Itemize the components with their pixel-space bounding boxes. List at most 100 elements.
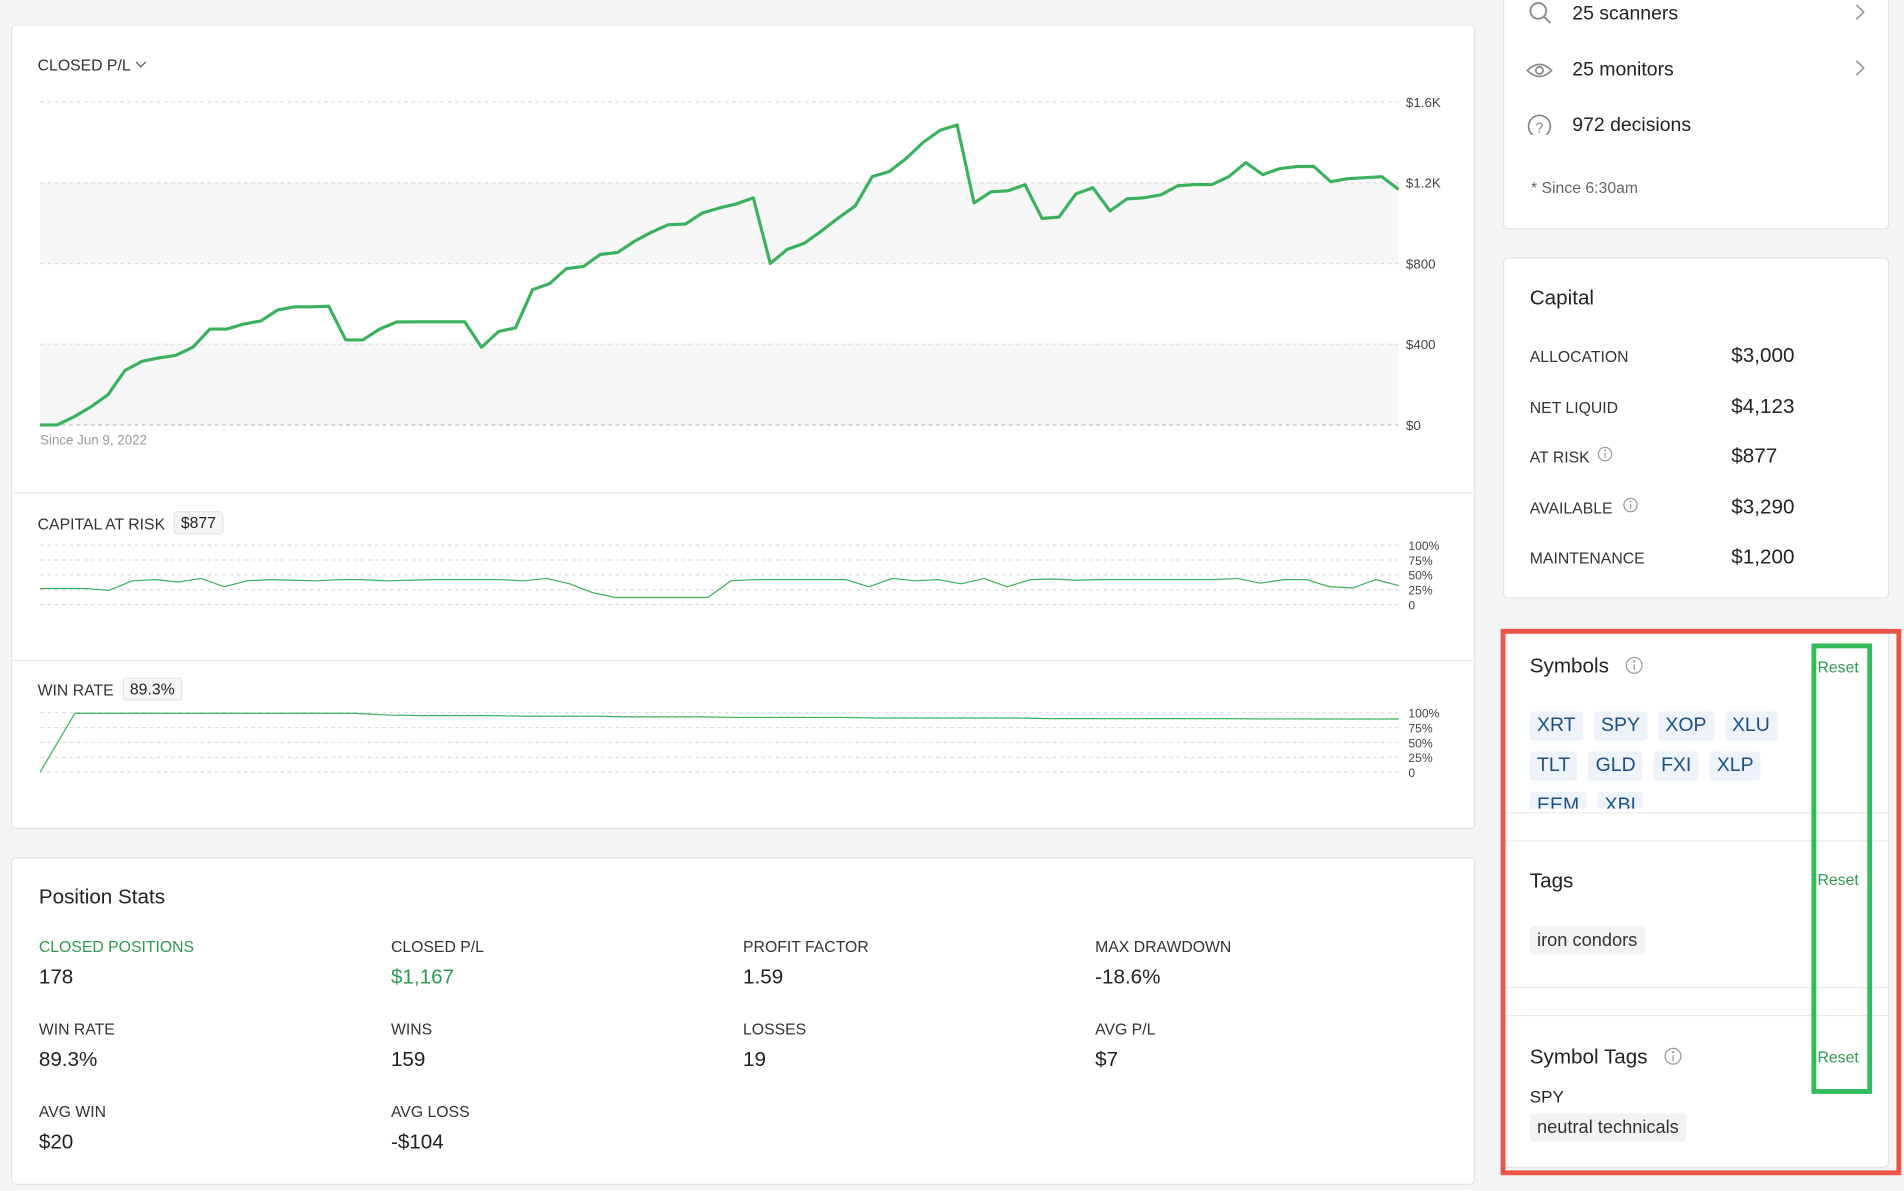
y-tick-label: 25%	[1408, 751, 1432, 765]
section-title: Symbols	[1529, 654, 1609, 678]
annotation: Since Jun 9, 2022	[40, 433, 148, 449]
y-tick-label: 25%	[1408, 584, 1432, 598]
stat-value: 89.3%	[38, 1047, 98, 1071]
y-tick-label: $1.6K	[1406, 95, 1441, 110]
reset-link[interactable]: Reset	[1817, 658, 1859, 677]
capital-card: Capital ALLOCATION $3,000 NET LIQUID $4,123…	[1503, 257, 1890, 599]
plot-band	[40, 344, 1399, 425]
capital-value: $4,123	[1731, 393, 1795, 418]
stat-label: PROFIT FACTOR	[743, 937, 869, 956]
symbol-chip[interactable]: XLP	[1709, 751, 1761, 781]
y-tick-label: 0	[1408, 766, 1415, 780]
symbol-chip[interactable]: XBI	[1597, 791, 1644, 809]
symbol-chip[interactable]: XOP	[1658, 711, 1714, 741]
capital-value: $1,200	[1731, 545, 1795, 569]
stat-value: 178	[38, 965, 74, 989]
divider	[1504, 812, 1888, 814]
list-item[interactable]: 25 scanners	[1572, 3, 1679, 25]
y-tick-label: 50%	[1408, 569, 1432, 583]
capital-value: $3,000	[1731, 343, 1795, 367]
y-tick-label: $800	[1406, 256, 1436, 271]
dropdown-icon[interactable]	[135, 61, 147, 68]
filters-card: Symbols Reset XRT SPY XOP XLU TLT GLD FXI XLP EE…	[1503, 627, 1890, 1168]
list-item: 972 decisions	[1572, 115, 1692, 136]
stat-label: AVG LOSS	[390, 1102, 470, 1121]
stat-label: MAX DRAWDOWN	[1095, 937, 1232, 956]
section-title: Position Stats	[38, 885, 166, 909]
symbol-chip[interactable]: GLD	[1588, 751, 1643, 781]
stat-value: 1.59	[743, 965, 784, 989]
symbol-chip[interactable]: TLT	[1529, 751, 1578, 781]
stat-label: AVG P/L	[1095, 1019, 1156, 1039]
capital-label: MAINTENANCE	[1529, 548, 1645, 567]
stat-value: $20	[38, 1130, 74, 1154]
symbol-chip[interactable]: XLU	[1724, 711, 1778, 741]
stat-value: $7	[1095, 1047, 1119, 1071]
symbol-chip[interactable]: XRT	[1529, 711, 1583, 741]
charts: $0$400$800$1.2K$1.6K025%50%75%100%025%50…	[12, 61, 1473, 780]
chart-title: CAPITAL AT RISK	[37, 514, 166, 533]
section-title: Tags	[1529, 869, 1574, 893]
stats-card: Position Stats CLOSED POSITIONS 178 CLOSED…	[10, 857, 1476, 1185]
chart-title[interactable]: CLOSED P/L	[37, 55, 131, 75]
symbol-chip[interactable]: EEM	[1529, 791, 1587, 809]
stat-value: -18.6%	[1095, 965, 1161, 989]
symbol-chip[interactable]: SPY	[1593, 711, 1648, 741]
y-tick-label: 100%	[1408, 539, 1439, 553]
info-icon	[1664, 1047, 1682, 1065]
section-title: Symbol Tags	[1529, 1045, 1648, 1069]
charts-card	[10, 24, 1476, 830]
capital-label: AT RISK	[1529, 448, 1590, 467]
reset-link[interactable]: Reset	[1817, 1047, 1859, 1066]
tag[interactable]: iron condors	[1529, 926, 1645, 955]
list-item[interactable]: 25 monitors	[1572, 59, 1674, 81]
capital-label: AVAILABLE	[1529, 498, 1613, 517]
stat-value: $1,167	[390, 965, 455, 989]
footnote: * Since 6:30am	[1530, 178, 1639, 197]
y-tick-label: $400	[1406, 337, 1436, 352]
activity-card: ? 25 scanners 25 monitors 972 decisions …	[1503, 0, 1890, 230]
divider	[1504, 1014, 1888, 1017]
capital-label: NET LIQUID	[1529, 397, 1619, 416]
line-series	[40, 123, 1400, 427]
y-tick-label: $1.2K	[1406, 176, 1441, 191]
stat-label: WIN RATE	[38, 1019, 115, 1039]
line-series	[40, 577, 1399, 599]
section-title: Capital	[1529, 286, 1595, 310]
capital-value: $3,290	[1731, 494, 1795, 518]
plot-band	[40, 182, 1399, 264]
icons: ?	[1526, 2, 1865, 135]
info-icon	[1597, 446, 1613, 462]
svg-text:?: ?	[1535, 120, 1543, 134]
line-series	[39, 712, 1399, 773]
info-icon	[1623, 497, 1638, 513]
badge: $877	[173, 511, 224, 535]
stat-label: CLOSED P/L	[390, 937, 484, 956]
divider	[1504, 987, 1888, 989]
symbol-chips: XRT SPY XOP XLU TLT GLD FXI XLP EEM XBI	[1529, 711, 1812, 809]
y-tick-label: 0	[1408, 598, 1415, 612]
info-icon	[1625, 656, 1643, 674]
symbol-label: SPY	[1529, 1086, 1564, 1107]
stat-label: WINS	[390, 1019, 433, 1039]
stat-value: 19	[743, 1047, 767, 1071]
stat-label: AVG WIN	[38, 1102, 107, 1121]
badge: 89.3%	[122, 677, 182, 701]
divider	[1504, 840, 1888, 842]
y-tick-label: 75%	[1408, 721, 1432, 735]
tag[interactable]: neutral technicals	[1529, 1113, 1687, 1142]
y-tick-label: 100%	[1408, 707, 1439, 721]
y-tick-label: 50%	[1408, 736, 1432, 750]
y-tick-label: 75%	[1408, 554, 1432, 568]
chart-title: WIN RATE	[37, 681, 114, 700]
capital-value: $877	[1731, 444, 1778, 468]
stat-label: LOSSES	[743, 1019, 807, 1039]
stat-label: CLOSED POSITIONS	[38, 937, 195, 956]
stat-value: -$104	[390, 1130, 444, 1154]
stat-value: 159	[390, 1047, 426, 1071]
symbol-chip[interactable]: FXI	[1653, 751, 1699, 781]
y-tick-label: $0	[1406, 418, 1421, 433]
reset-link[interactable]: Reset	[1817, 870, 1859, 889]
